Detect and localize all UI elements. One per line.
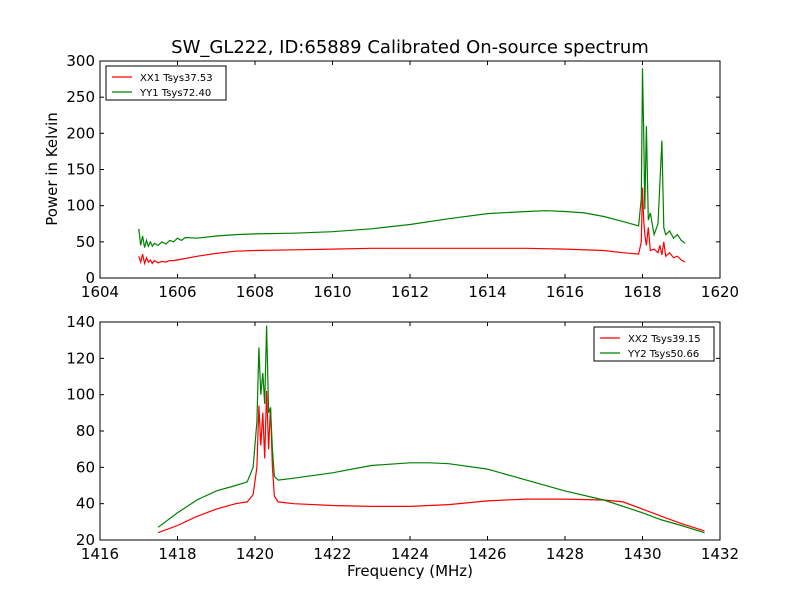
y-tick-label: 100	[66, 386, 95, 404]
x-tick-label: 1428	[546, 545, 584, 563]
y-tick-label: 200	[66, 124, 95, 142]
x-tick-label: 1418	[158, 545, 196, 563]
series-line-xx2	[157, 390, 705, 534]
x-tick-label: 1610	[313, 283, 351, 301]
x-axis-label: Frequency (MHz)	[347, 562, 473, 580]
y-tick-label: 100	[66, 197, 95, 215]
legend: XX2 Tsys39.15 YY2 Tsys50.66	[593, 326, 715, 362]
y-tick-label: 60	[76, 458, 95, 476]
x-tick-label: 1604	[81, 283, 119, 301]
x-tick-label: 1426	[468, 545, 506, 563]
x-tick-label: 1614	[468, 283, 506, 301]
y-tick-label: 50	[76, 233, 95, 251]
series-line-yy2	[157, 325, 705, 534]
x-tick-label: 1420	[236, 545, 274, 563]
series-line-yy1	[138, 68, 686, 248]
y-tick-label: 40	[76, 495, 95, 513]
x-tick-label: 1606	[158, 283, 196, 301]
x-tick-label: 1616	[546, 283, 584, 301]
chart-title: SW_GL222, ID:65889 Calibrated On-source …	[171, 37, 649, 58]
x-tick-label: 1424	[391, 545, 429, 563]
y-tick-label: 120	[66, 349, 95, 367]
x-tick-label: 1618	[623, 283, 661, 301]
y-tick-label: 80	[76, 422, 95, 440]
y-axis-label: Power in Kelvin	[43, 112, 61, 226]
x-tick-label: 1612	[391, 283, 429, 301]
y-tick-label: 150	[66, 161, 95, 179]
y-tick-label: 300	[66, 52, 95, 70]
top-panel: 1604 1606 1608 1610 1612 1614 1616 1618 1620 0 50 1…	[66, 52, 739, 301]
x-tick-label: 1430	[623, 545, 661, 563]
y-tick-label: 20	[76, 531, 95, 549]
series-line-xx1	[138, 187, 686, 266]
legend-label: YY2 Tsys50.66	[627, 349, 699, 360]
legend-label: XX1 Tsys37.53	[140, 73, 213, 84]
legend-label: XX2 Tsys39.15	[628, 334, 701, 345]
legend: XX1 Tsys37.53 YY1 Tsys72.40	[105, 65, 227, 101]
y-tick-label: 250	[66, 88, 95, 106]
x-tick-label: 1416	[81, 545, 119, 563]
bottom-panel: 1416 1418 1420 1422 1424 1426 1428 1430 1432 20 40…	[66, 313, 739, 563]
x-tick-label: 1620	[701, 283, 739, 301]
y-tick-label: 140	[66, 313, 95, 331]
x-tick-label: 1608	[236, 283, 274, 301]
legend-label: YY1 Tsys72.40	[139, 88, 211, 99]
x-tick-label: 1432	[701, 545, 739, 563]
y-tick-label: 0	[85, 269, 95, 287]
x-tick-label: 1422	[313, 545, 351, 563]
